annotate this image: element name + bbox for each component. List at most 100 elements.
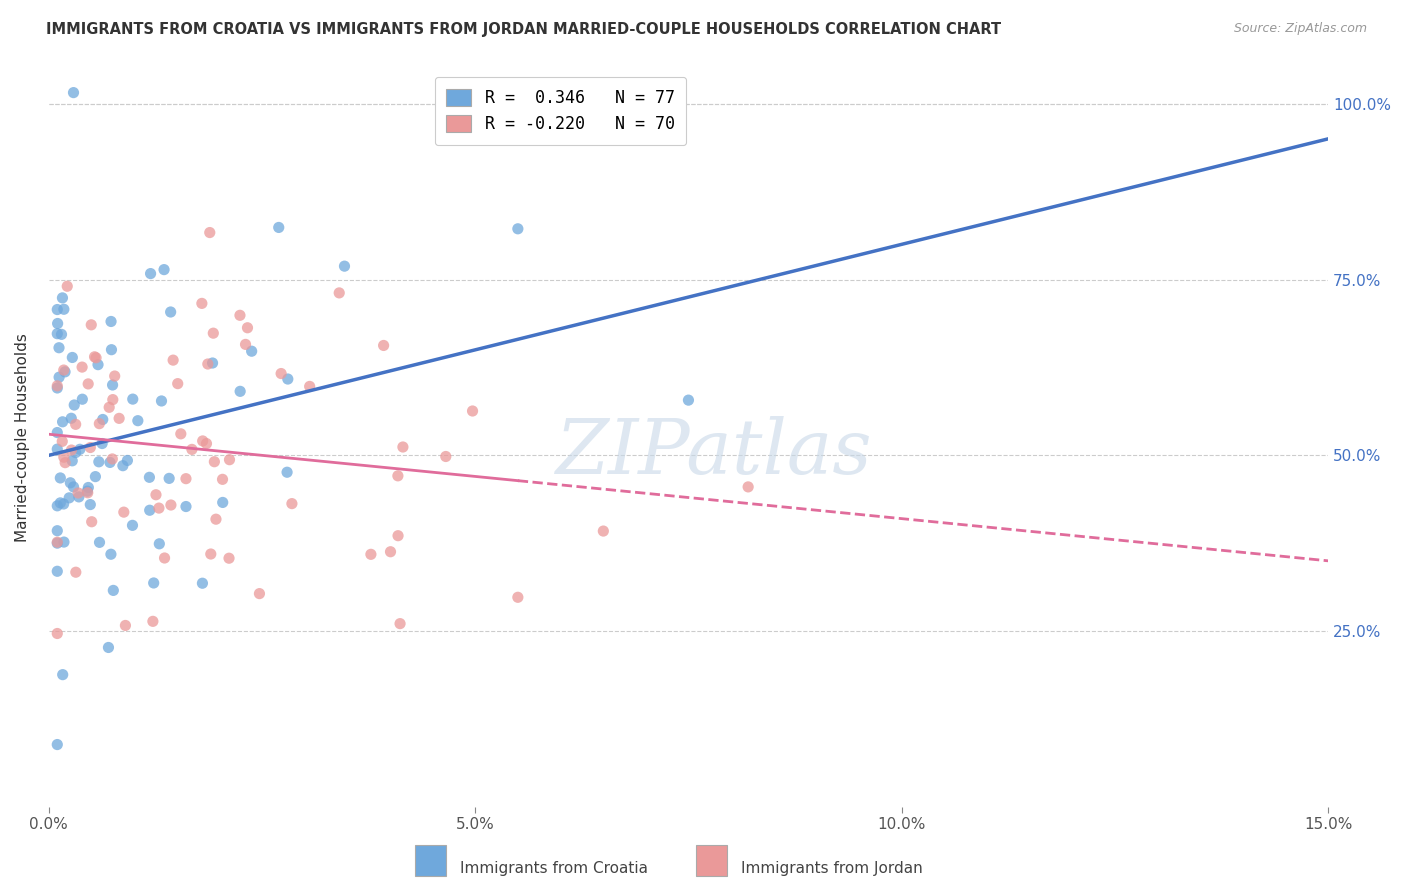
Point (157, 471, 180, 485)
Point (191, 434, 214, 448)
Point (51, 291, 73, 305)
Point (249, 586, 271, 600)
Point (72, 392, 94, 407)
Point (52, 415, 75, 429)
Point (198, 226, 221, 240)
Point (148, 501, 170, 516)
Text: ZIPatlas: ZIPatlas (555, 416, 872, 490)
Point (70, 360, 93, 375)
Point (46, 317, 69, 331)
Point (191, 576, 214, 591)
Text: Source: ZipAtlas.com: Source: ZipAtlas.com (1233, 22, 1367, 36)
Point (138, 470, 160, 484)
Point (506, 221, 529, 235)
Point (58, 491, 80, 505)
Point (229, 384, 252, 399)
Point (52, 363, 75, 377)
Point (166, 376, 188, 391)
Point (52, 450, 75, 465)
Text: Immigrants from Jordan: Immigrants from Jordan (741, 862, 922, 876)
Point (276, 465, 298, 479)
Point (83, 350, 105, 364)
Point (101, 392, 124, 407)
Point (145, 488, 167, 502)
Point (170, 426, 193, 441)
Point (392, 440, 415, 454)
Y-axis label: Married-couple Households: Married-couple Households (15, 334, 30, 542)
Point (76, 485, 98, 500)
Point (277, 372, 299, 386)
Point (201, 356, 224, 370)
Point (80, 318, 103, 332)
Point (46, 302, 69, 317)
Point (52, 535, 75, 549)
Point (333, 259, 356, 273)
Point (205, 512, 228, 526)
Point (100, 343, 122, 357)
Point (240, 344, 263, 359)
Point (46, 536, 69, 550)
Point (98, 455, 121, 469)
Point (117, 453, 139, 467)
Point (142, 576, 165, 591)
Point (60, 351, 83, 365)
Point (79, 441, 101, 455)
Point (592, 524, 614, 538)
Point (162, 353, 184, 368)
Text: Immigrants from Croatia: Immigrants from Croatia (460, 862, 648, 876)
Point (100, 547, 122, 561)
Point (53, 456, 76, 470)
Point (159, 305, 181, 319)
Point (65, 445, 87, 459)
Point (62, 480, 84, 494)
Point (111, 458, 134, 473)
Point (62, 86, 84, 100)
Point (48, 370, 70, 384)
Point (49, 496, 72, 510)
Point (46, 379, 69, 393)
Point (197, 357, 219, 371)
Point (56, 279, 79, 293)
Point (127, 414, 149, 428)
Point (281, 497, 304, 511)
Point (373, 338, 395, 352)
Legend: R =  0.346   N = 77, R = -0.220   N = 70: R = 0.346 N = 77, R = -0.220 N = 70 (434, 77, 686, 145)
Point (52, 497, 75, 511)
Point (46, 524, 69, 538)
Point (49, 471, 72, 485)
Point (387, 529, 409, 543)
Point (211, 495, 233, 509)
Point (121, 518, 143, 533)
Point (67, 486, 90, 500)
Point (461, 404, 484, 418)
Point (138, 503, 160, 517)
Point (59, 475, 82, 490)
Point (121, 392, 143, 406)
Point (89, 417, 111, 431)
Point (235, 337, 257, 351)
Point (153, 551, 176, 566)
Point (51, 327, 73, 342)
Point (53, 365, 76, 379)
Point (77, 481, 100, 495)
Point (218, 452, 240, 467)
Point (91, 436, 114, 450)
Point (148, 537, 170, 551)
Point (104, 369, 127, 384)
Point (360, 547, 382, 561)
Point (87, 455, 110, 469)
Point (387, 468, 409, 483)
Point (380, 545, 402, 559)
Point (46, 326, 69, 341)
Point (298, 379, 321, 393)
Point (60, 411, 83, 425)
Point (191, 296, 214, 310)
Point (202, 326, 225, 341)
Point (180, 442, 202, 457)
Point (737, 480, 759, 494)
Point (46, 499, 69, 513)
Point (139, 267, 162, 281)
Point (114, 618, 136, 632)
Point (60, 443, 83, 458)
Text: IMMIGRANTS FROM CROATIA VS IMMIGRANTS FROM JORDAN MARRIED-COUPLE HOUSEHOLDS CORR: IMMIGRANTS FROM CROATIA VS IMMIGRANTS FR… (46, 22, 1001, 37)
